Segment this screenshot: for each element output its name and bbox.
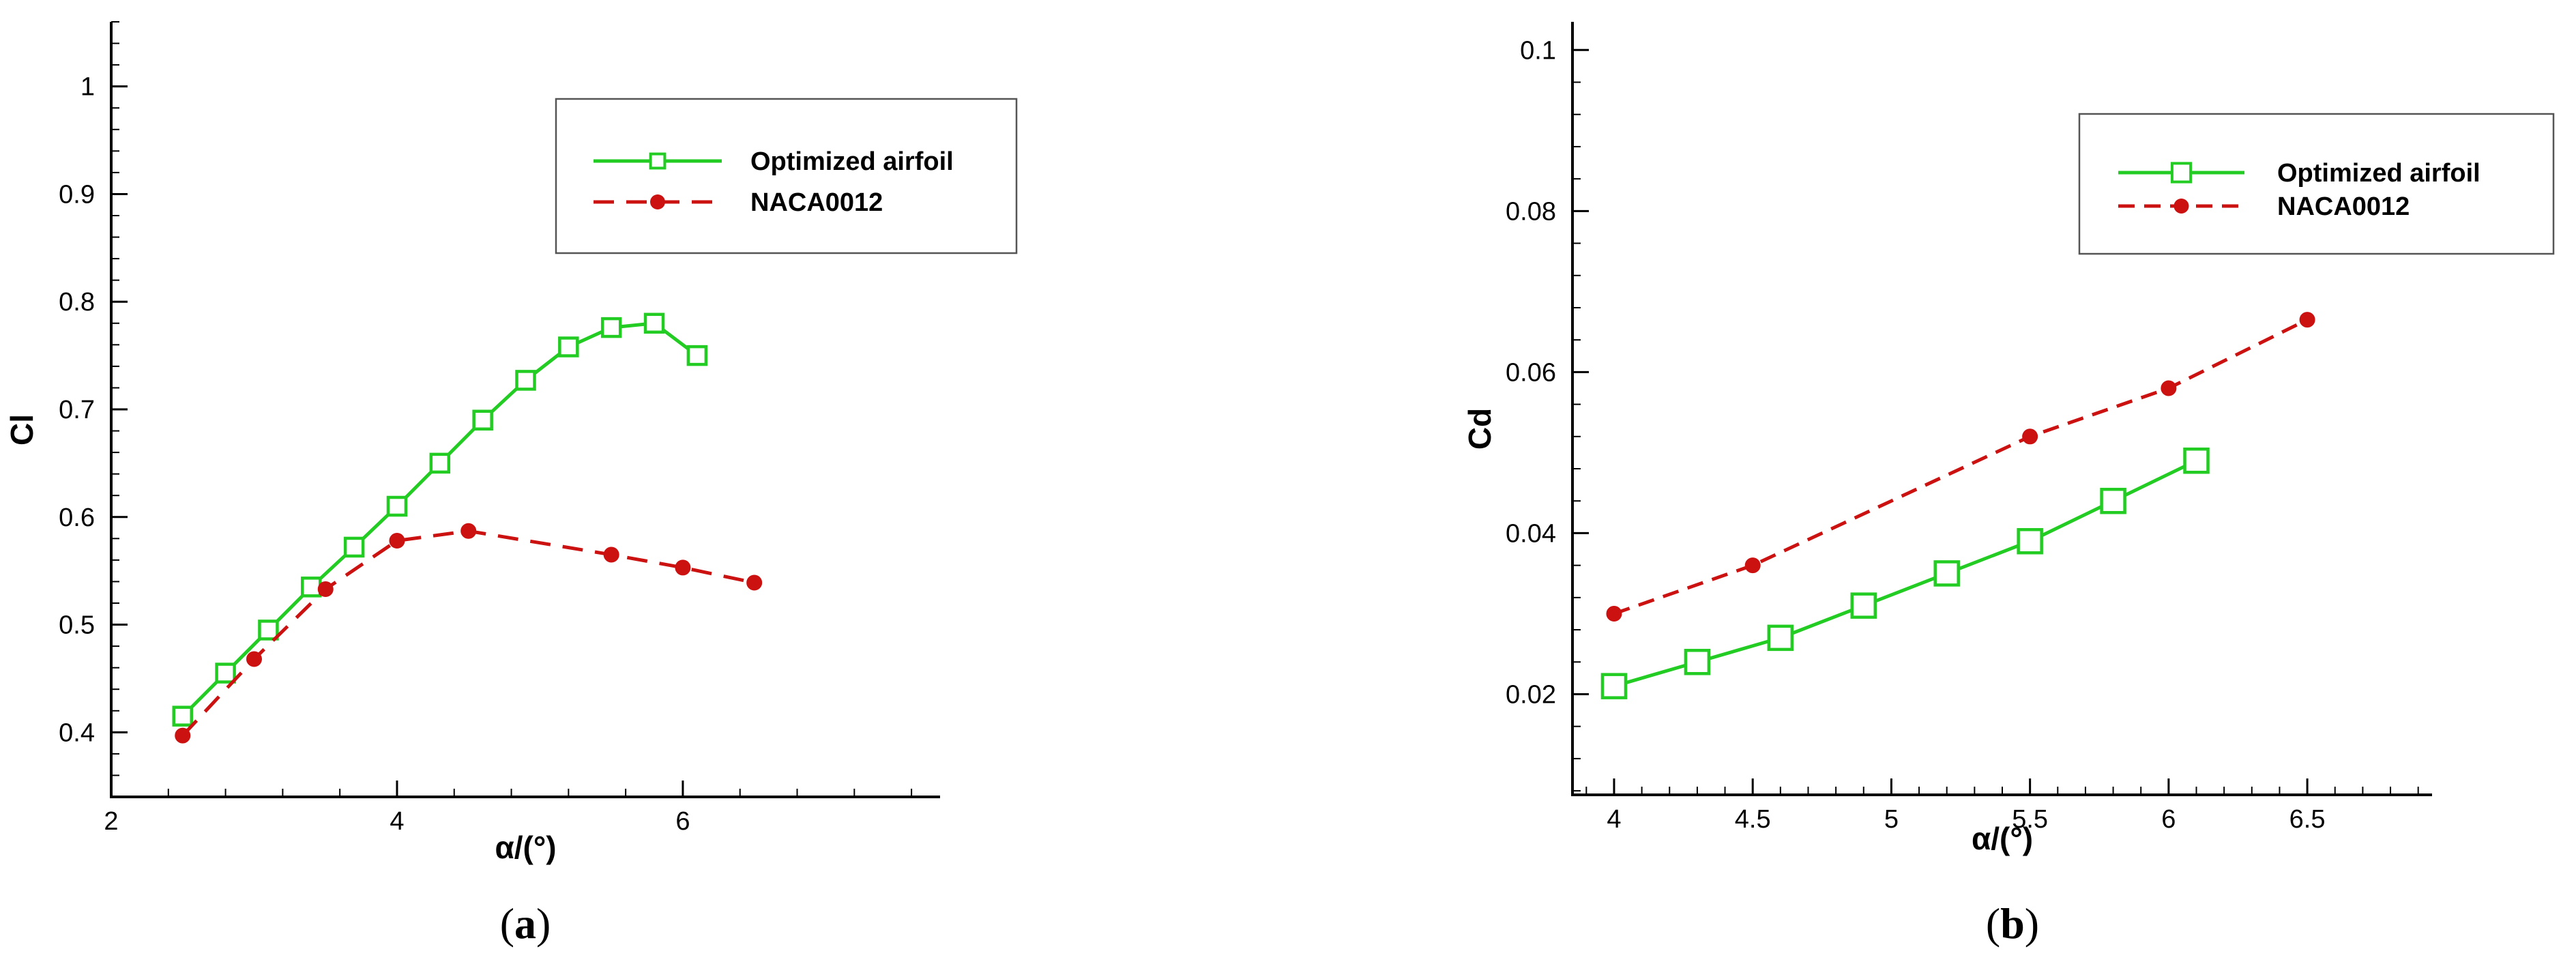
legend-label: Optimized airfoil: [750, 147, 954, 176]
data-point-square: [515, 370, 536, 391]
data-point-square: [301, 577, 322, 598]
data-point-circle: [460, 523, 477, 539]
legend-box: [2078, 113, 2555, 255]
x-tick-label: 2: [104, 807, 118, 836]
panel-label-letter: b: [2000, 899, 2025, 948]
data-point-circle: [2161, 380, 2177, 396]
panel-label-open: (: [500, 899, 514, 948]
data-point-square: [1933, 560, 1960, 587]
y-tick-label: 0.06: [1506, 358, 1556, 387]
panel-label-close: ): [536, 899, 551, 948]
data-point-circle: [2299, 312, 2315, 328]
panel-label: (a): [500, 899, 551, 948]
y-axis-title: Cd: [1462, 408, 1497, 450]
series-line: [181, 529, 755, 737]
data-point-circle: [2022, 428, 2038, 445]
y-tick-label: 0.04: [1506, 519, 1556, 548]
y-tick-label: 0.08: [1506, 197, 1556, 226]
y-axis-title: Cl: [4, 414, 40, 446]
legend-swatch-circle: [650, 194, 665, 209]
y-tick-label: 0.7: [59, 396, 95, 424]
data-point-square: [686, 345, 708, 366]
data-point-circle: [675, 559, 691, 576]
y-tick-label: 0.8: [59, 288, 95, 317]
axis-frame: [1571, 22, 2432, 796]
data-point-square: [2183, 447, 2210, 474]
legend: Optimized airfoil NACA0012: [2078, 113, 2555, 255]
x-tick-label: 5.5: [2012, 805, 2048, 834]
data-point-circle: [603, 546, 619, 563]
data-point-square: [1850, 592, 1877, 619]
chart-panel-a: 0.4 0.5 0.6 0.7 0.8 0.9 1 2 4 6 Cl α/(°) Optimized a…: [4, 21, 1018, 948]
panel-label-open: (: [1986, 899, 2000, 948]
x-axis-title: α/(°): [1972, 821, 2033, 856]
x-tick-label: 4.5: [1735, 805, 1771, 834]
data-point-square: [1767, 624, 1794, 652]
legend-swatch-square: [649, 152, 667, 170]
panel-label-close: ): [2025, 899, 2039, 948]
legend-label: NACA0012: [750, 188, 883, 217]
data-point-circle: [1744, 557, 1761, 574]
x-tick-label: 6.5: [2289, 805, 2326, 834]
data-point-circle: [389, 532, 405, 549]
y-tick-label: 0.9: [59, 180, 95, 209]
data-point-square: [643, 312, 665, 334]
y-tick-label: 0.6: [59, 504, 95, 532]
x-tick-label: 4: [1607, 805, 1621, 834]
x-axis-title: α/(°): [495, 830, 556, 865]
legend-swatch-square: [2170, 162, 2193, 184]
panel-label: (b): [1986, 899, 2039, 948]
legend-label: Optimized airfoil: [2277, 159, 2480, 188]
data-point-circle: [317, 581, 334, 597]
y-tick-label: 1: [80, 73, 95, 102]
x-tick-label: 6: [2161, 805, 2176, 834]
legend-swatch-circle: [2174, 199, 2189, 214]
data-point-square: [1684, 649, 1711, 675]
data-point-square: [2100, 487, 2126, 514]
panel-label-letter: a: [514, 899, 536, 948]
axis-frame: [110, 22, 940, 798]
y-tick-label: 0.4: [59, 718, 95, 747]
x-tick-label: 5: [1884, 805, 1899, 834]
y-tick-label: 0.1: [1520, 36, 1556, 65]
data-point-square: [1600, 673, 1628, 699]
x-tick-label: 6: [675, 807, 690, 836]
data-point-circle: [1606, 605, 1622, 622]
data-point-square: [386, 495, 408, 517]
chart-panel-b: 0.02 0.04 0.06 0.08 0.1 4 4.5 5 5.5 6 6.5 Cd α/(°) Op…: [1462, 22, 2555, 948]
data-point-square: [558, 336, 579, 358]
y-tick-label: 0.02: [1506, 680, 1556, 709]
data-point-square: [472, 409, 493, 431]
data-point-square: [343, 536, 365, 558]
data-point-square: [215, 662, 236, 684]
data-point-circle: [746, 574, 763, 591]
series-line: [1613, 458, 2197, 688]
data-point-square: [2017, 527, 2043, 555]
data-point-circle: [175, 727, 191, 744]
legend-label: NACA0012: [2277, 192, 2410, 221]
data-point-square: [258, 620, 279, 641]
data-point-square: [172, 705, 193, 727]
data-point-circle: [246, 651, 262, 667]
y-tick-label: 0.5: [59, 611, 95, 640]
legend-box: [555, 98, 1018, 254]
legend: Optimized airfoil NACA0012: [555, 98, 1018, 254]
data-point-square: [429, 452, 451, 474]
x-tick-label: 4: [390, 807, 404, 836]
data-point-square: [600, 317, 622, 338]
